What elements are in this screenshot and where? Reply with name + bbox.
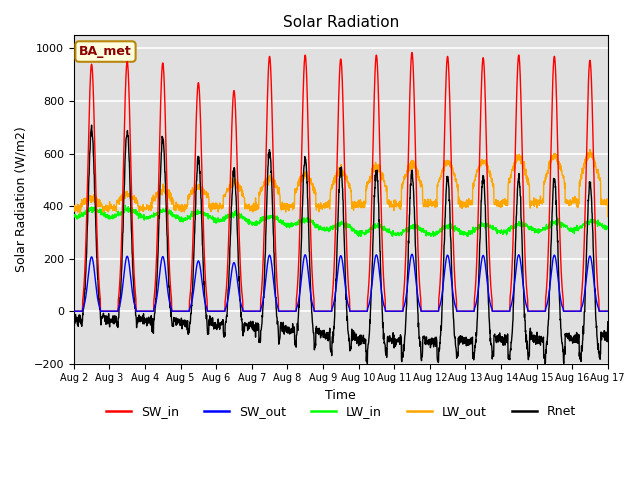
Y-axis label: Solar Radiation (W/m2): Solar Radiation (W/m2) xyxy=(15,127,28,273)
Title: Solar Radiation: Solar Radiation xyxy=(283,15,399,30)
Legend: SW_in, SW_out, LW_in, LW_out, Rnet: SW_in, SW_out, LW_in, LW_out, Rnet xyxy=(100,400,580,423)
X-axis label: Time: Time xyxy=(325,389,356,402)
Text: BA_met: BA_met xyxy=(79,45,132,58)
